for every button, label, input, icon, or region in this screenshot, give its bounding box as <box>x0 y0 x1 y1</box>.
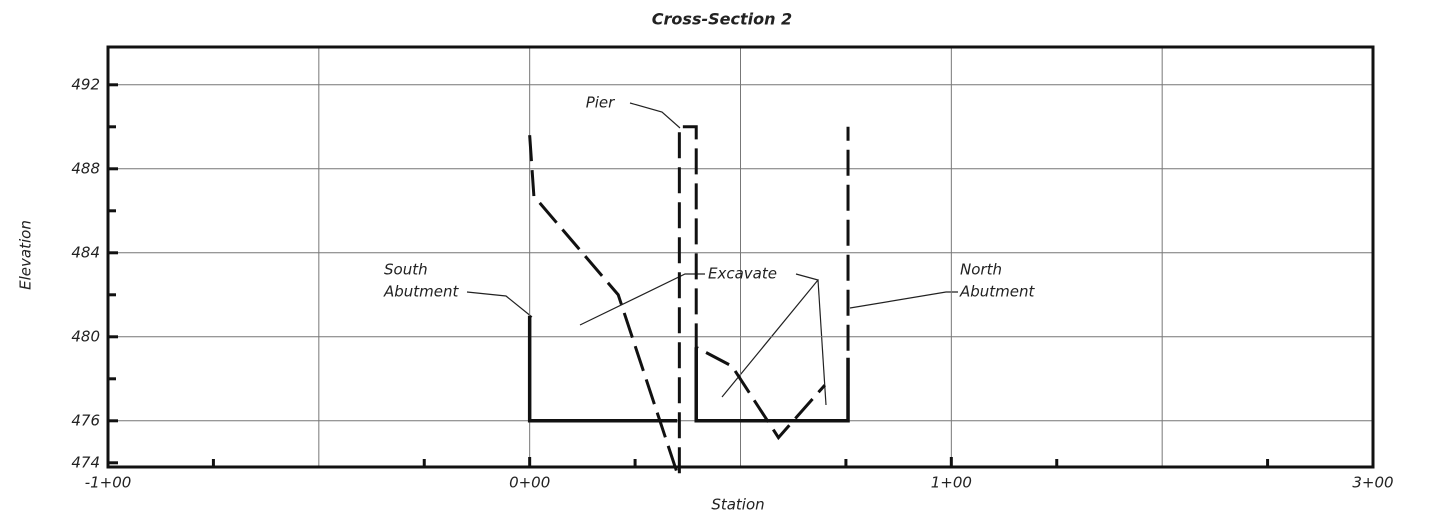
x-tick-label: 3+00 <box>1352 474 1393 492</box>
leaders <box>466 102 958 406</box>
annotation: North <box>960 261 1002 279</box>
x-tick-label: 0+00 <box>509 474 550 492</box>
leader-line <box>817 279 827 406</box>
leader-line <box>466 291 533 318</box>
y-axis-label: Elevation <box>17 220 35 290</box>
y-tick-label: 488 <box>71 159 100 177</box>
leader-line <box>721 273 820 398</box>
annotation: Abutment <box>383 283 460 301</box>
annotation: Pier <box>586 94 615 112</box>
x-tick-label: 1+00 <box>931 474 972 492</box>
series-line <box>527 315 850 423</box>
series-line <box>528 125 850 474</box>
x-tick-label: -1+00 <box>85 474 132 492</box>
chart-title: Cross-Section 2 <box>652 10 792 29</box>
y-tick-label: 492 <box>71 75 100 93</box>
y-tick-label: 484 <box>71 243 100 261</box>
leader-line <box>849 291 958 309</box>
leader-line <box>629 102 681 129</box>
y-tick-label: 480 <box>71 327 100 345</box>
annotation: Excavate <box>708 265 777 283</box>
plot-frame <box>106 45 1375 469</box>
y-tick-label: 474 <box>71 453 100 471</box>
leader-line <box>579 273 705 326</box>
annotation: Abutment <box>959 283 1036 301</box>
annotation: South <box>384 261 428 279</box>
y-tick-label: 476 <box>71 411 100 429</box>
x-axis-label: Station <box>711 496 764 514</box>
